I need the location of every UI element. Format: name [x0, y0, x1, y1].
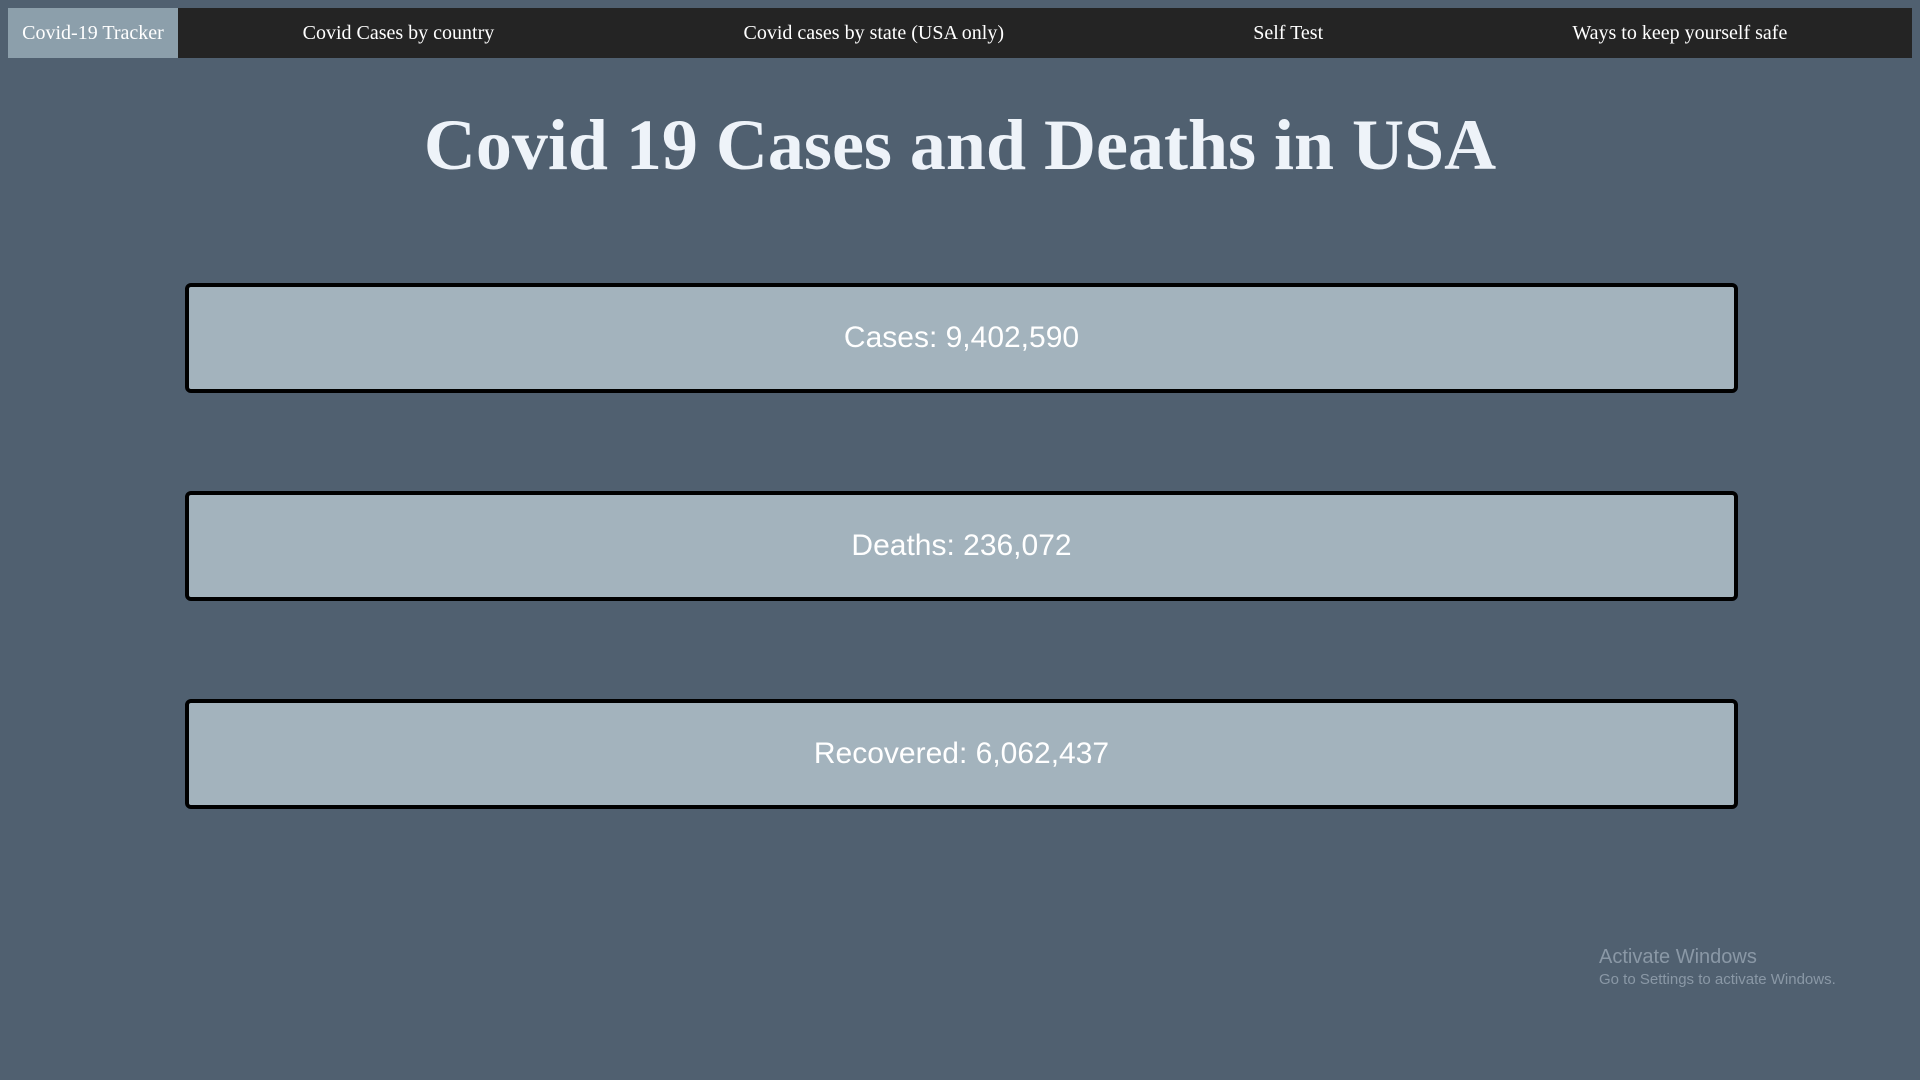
nav-link-keep-safe[interactable]: Ways to keep yourself safe	[1572, 21, 1788, 44]
deaths-card: Deaths: 236,072	[185, 491, 1738, 601]
nav-link-cases-by-country[interactable]: Covid Cases by country	[302, 21, 495, 44]
cases-card: Cases: 9,402,590	[185, 283, 1738, 393]
nav-link-self-test[interactable]: Self Test	[1253, 21, 1324, 44]
deaths-value: Deaths: 236,072	[851, 529, 1072, 562]
nav-links: Covid Cases by country Covid cases by st…	[178, 8, 1912, 58]
watermark-title: Activate Windows	[1599, 946, 1757, 968]
watermark-subtitle: Go to Settings to activate Windows.	[1599, 971, 1836, 988]
activate-windows-watermark: Activate Windows Go to Settings to activ…	[1599, 944, 1836, 990]
nav-link-cases-by-state[interactable]: Covid cases by state (USA only)	[743, 21, 1005, 44]
recovered-value: Recovered: 6,062,437	[813, 737, 1110, 770]
cases-value: Cases: 9,402,590	[843, 321, 1080, 354]
recovered-card: Recovered: 6,062,437	[185, 699, 1738, 809]
page-title: Covid 19 Cases and Deaths in USA	[423, 105, 1497, 185]
nav-brand-covid-tracker[interactable]: Covid-19 Tracker	[8, 8, 178, 58]
top-navbar: Covid-19 Tracker Covid Cases by country …	[8, 8, 1912, 58]
